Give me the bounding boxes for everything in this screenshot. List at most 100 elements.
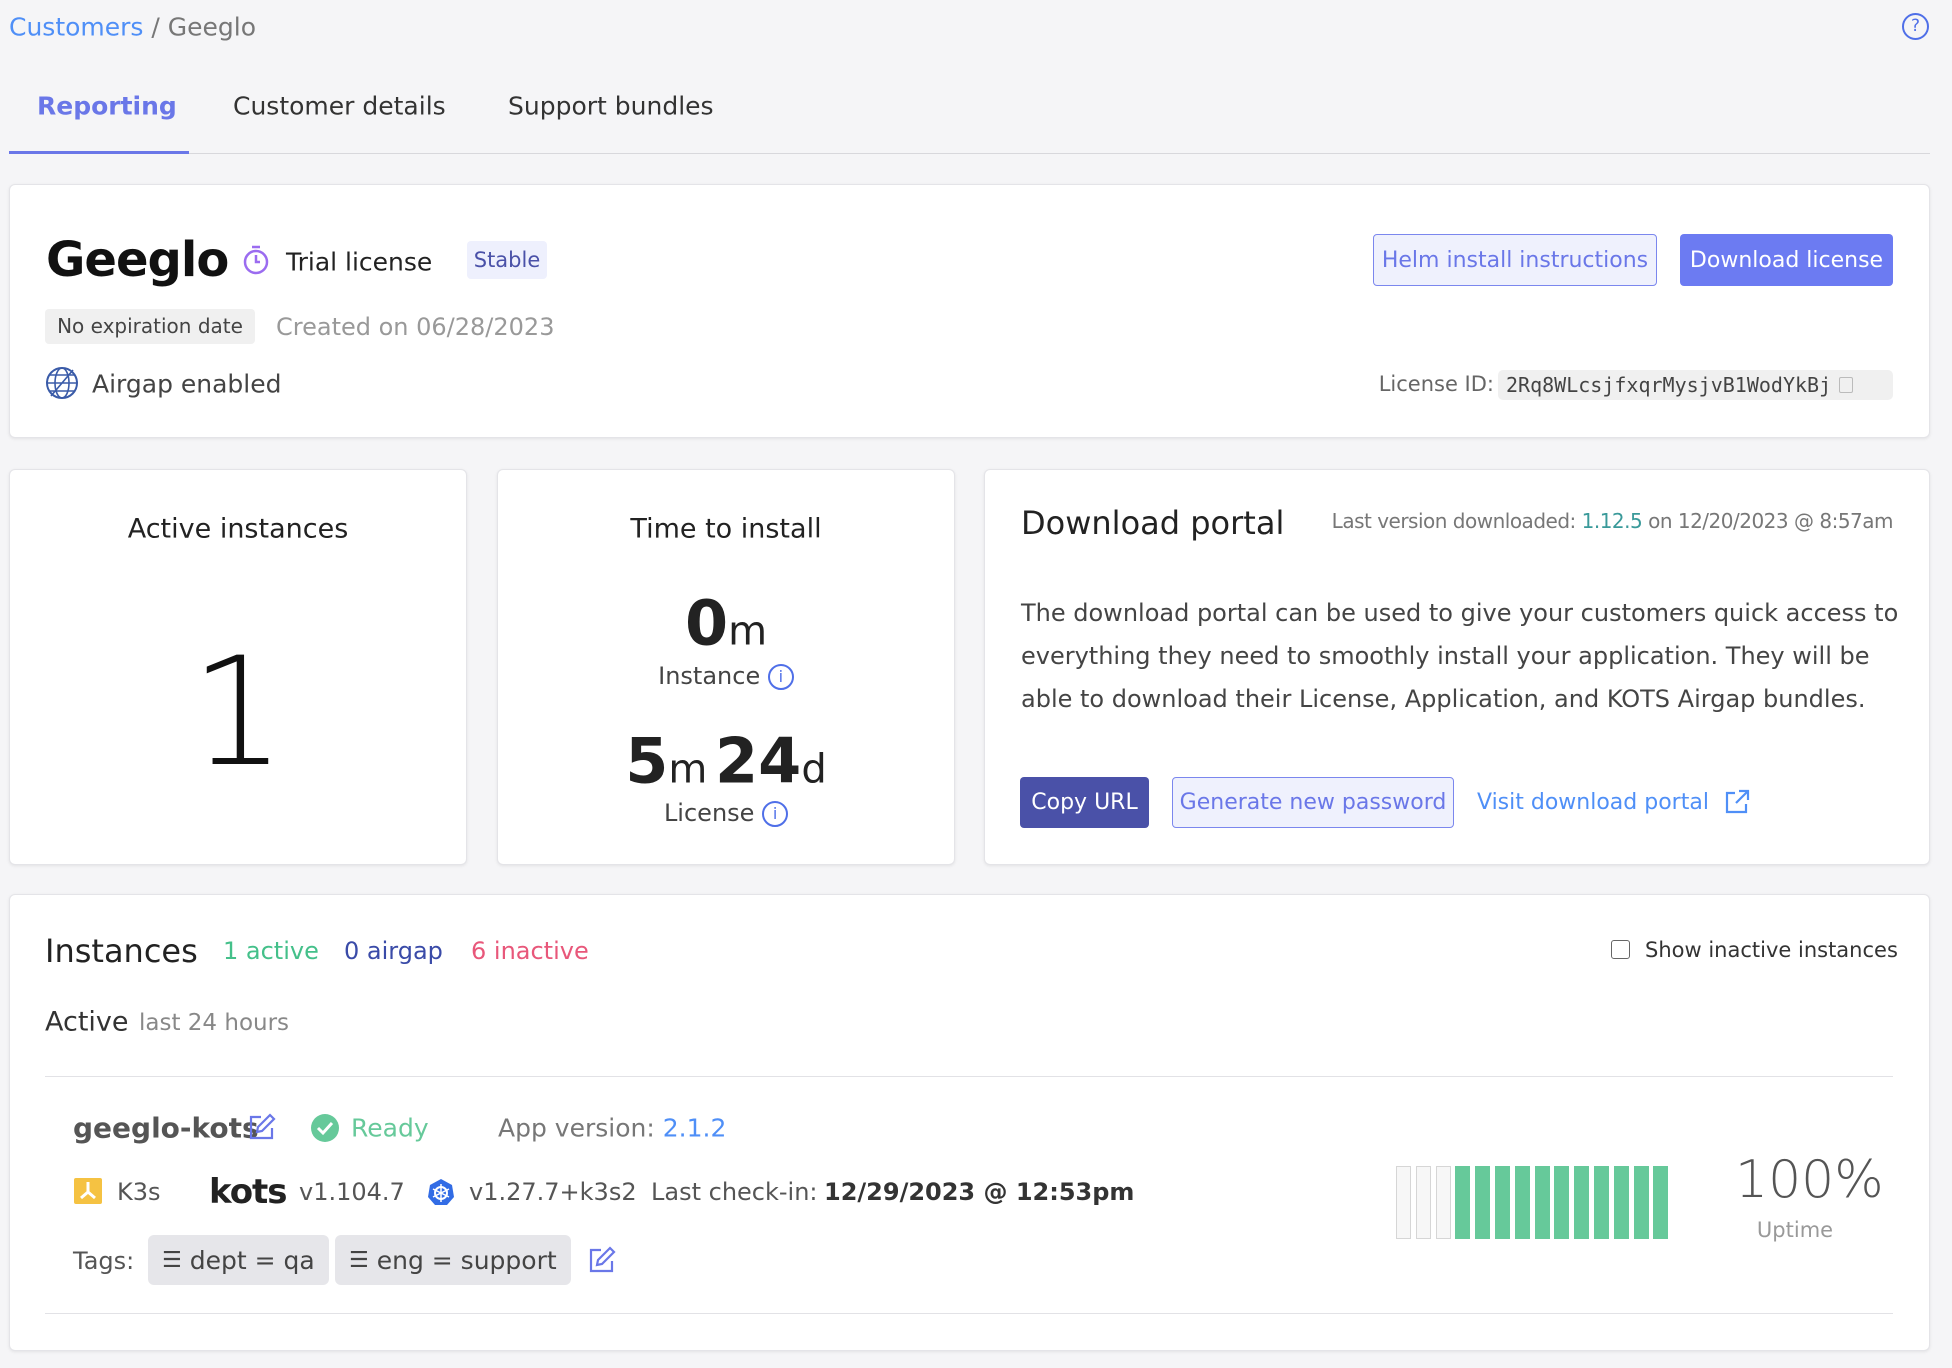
last-version-downloaded: Last version downloaded: 1.12.5 on 12/20… <box>1331 509 1894 533</box>
customer-name: Geeglo <box>46 232 229 288</box>
uptime-bar-empty <box>1435 1166 1451 1239</box>
instance-label: Instance i <box>498 662 954 690</box>
license-minutes-unit: m <box>668 746 708 793</box>
download-license-button[interactable]: Download license <box>1680 234 1893 286</box>
breadcrumb-current: Geeglo <box>167 12 257 42</box>
generate-password-button[interactable]: Generate new password <box>1172 777 1454 828</box>
last-version-prefix: Last version downloaded: <box>1331 509 1582 533</box>
inactive-count[interactable]: 6 inactive <box>471 937 589 965</box>
active-count[interactable]: 1 active <box>223 937 319 965</box>
breadcrumb-customers-link[interactable]: Customers <box>9 12 144 42</box>
tag-chip[interactable]: ☰ eng = support <box>335 1235 571 1285</box>
license-id-field: 2Rq8WLcsjfxqrMysjvB1WodYkBj <box>1498 370 1893 400</box>
active-section-title: Active <box>45 1006 129 1038</box>
breadcrumb: Customers / Geeglo <box>9 13 256 42</box>
ready-check-icon <box>311 1114 339 1142</box>
uptime-bar-empty <box>1396 1166 1411 1239</box>
tag-chip[interactable]: ☰ dept = qa <box>148 1235 329 1285</box>
active-instances-count: 1 <box>190 626 286 800</box>
uptime-bar-up <box>1574 1166 1590 1239</box>
instance-status: Ready <box>351 1113 429 1143</box>
uptime-bar-up <box>1455 1166 1471 1239</box>
last-version-value: 1.12.5 <box>1581 509 1643 533</box>
expiration-badge: No expiration date <box>45 309 255 344</box>
checkin-date: 12/29/2023 @ 12:53pm <box>824 1178 1135 1206</box>
license-days-value: 24 <box>715 724 802 798</box>
license-label-text: License <box>663 799 755 827</box>
instance-time: 0m <box>498 587 954 660</box>
time-to-install-card: Time to install 0m Instance i 5m 24d Lic… <box>497 469 955 865</box>
breadcrumb-separator: / <box>143 12 168 42</box>
active-section-subtitle: last 24 hours <box>139 1010 290 1036</box>
uptime-label: Uptime <box>1756 1218 1834 1242</box>
uptime-bar-up <box>1495 1166 1510 1239</box>
uptime-bar-up <box>1514 1166 1530 1239</box>
info-icon[interactable]: i <box>762 801 789 827</box>
uptime-bar-up <box>1475 1166 1491 1239</box>
help-icon[interactable]: ? <box>1902 13 1929 40</box>
kots-logo: kots <box>209 1172 288 1212</box>
kubernetes-icon <box>428 1179 454 1205</box>
stopwatch-icon <box>243 245 269 275</box>
k8s-version: v1.27.7+k3s2 <box>469 1178 637 1206</box>
tags-label: Tags: <box>73 1247 135 1275</box>
show-inactive-checkbox[interactable] <box>1611 940 1630 959</box>
tag-icon: ☰ <box>162 1247 182 1273</box>
kots-version: v1.104.7 <box>299 1178 405 1206</box>
created-date: Created on 06/28/2023 <box>276 313 555 341</box>
instance-label-text: Instance <box>658 662 761 690</box>
license-label: License i <box>498 799 954 827</box>
copy-icon[interactable] <box>1839 377 1854 393</box>
license-id-value: 2Rq8WLcsjfxqrMysjvB1WodYkBj <box>1506 373 1832 397</box>
visit-download-portal-link[interactable]: Visit download portal <box>1477 788 1751 816</box>
active-instances-title: Active instances <box>127 513 349 545</box>
copy-url-button[interactable]: Copy URL <box>1020 777 1149 828</box>
uptime-bar-up <box>1653 1166 1669 1239</box>
uptime-value: 100% <box>1735 1150 1884 1210</box>
tab-customer-details[interactable]: Customer details <box>233 91 446 121</box>
tab-reporting[interactable]: Reporting <box>37 91 177 121</box>
active-instances-card: Active instances 1 <box>9 469 467 865</box>
tabs-divider <box>9 153 1930 154</box>
distribution: K3s <box>117 1178 161 1206</box>
section-divider <box>45 1076 1893 1077</box>
license-days-unit: d <box>801 746 827 793</box>
download-portal-title: Download portal <box>1021 504 1285 542</box>
license-id-label: License ID: <box>1378 372 1494 396</box>
app-version-value: 2.1.2 <box>662 1113 727 1143</box>
airgap-status: Airgap enabled <box>92 369 282 399</box>
uptime-bar-up <box>1613 1166 1629 1239</box>
instance-name: geeglo-kots <box>73 1111 259 1145</box>
app-version: App version: 2.1.2 <box>498 1114 726 1143</box>
checkin-label: Last check-in: <box>651 1178 818 1206</box>
uptime-bar-up <box>1554 1166 1570 1239</box>
show-inactive-label[interactable]: Show inactive instances <box>1645 938 1898 962</box>
tab-support-bundles[interactable]: Support bundles <box>508 91 714 121</box>
uptime-bar-up <box>1633 1166 1649 1239</box>
edit-tags-icon[interactable] <box>588 1246 616 1274</box>
k3s-icon <box>74 1178 102 1204</box>
uptime-bar-up <box>1594 1166 1609 1239</box>
info-icon[interactable]: i <box>767 664 794 690</box>
instances-title: Instances <box>45 932 198 970</box>
row-divider <box>45 1313 1893 1314</box>
license-type: Trial license <box>286 247 433 277</box>
tab-active-indicator <box>9 151 189 154</box>
visit-portal-label: Visit download portal <box>1477 789 1709 815</box>
license-minutes-value: 5 <box>625 724 669 798</box>
app-version-label: App version: <box>498 1113 663 1143</box>
tag-label: eng = support <box>376 1245 557 1275</box>
time-to-install-title: Time to install <box>630 513 822 545</box>
uptime-bar-up <box>1534 1166 1550 1239</box>
edit-icon[interactable] <box>248 1113 276 1141</box>
license-time: 5m 24d <box>498 725 954 798</box>
helm-install-button[interactable]: Helm install instructions <box>1373 234 1657 286</box>
tag-icon: ☰ <box>349 1247 369 1273</box>
airgap-count[interactable]: 0 airgap <box>344 937 443 965</box>
download-portal-description: The download portal can be used to give … <box>1021 599 1899 713</box>
airgap-globe-icon <box>46 367 78 399</box>
instance-time-value: 0 <box>684 586 729 660</box>
last-version-date: on 12/20/2023 @ 8:57am <box>1642 509 1893 533</box>
instance-time-unit: m <box>728 608 768 655</box>
channel-badge: Stable <box>467 241 547 279</box>
